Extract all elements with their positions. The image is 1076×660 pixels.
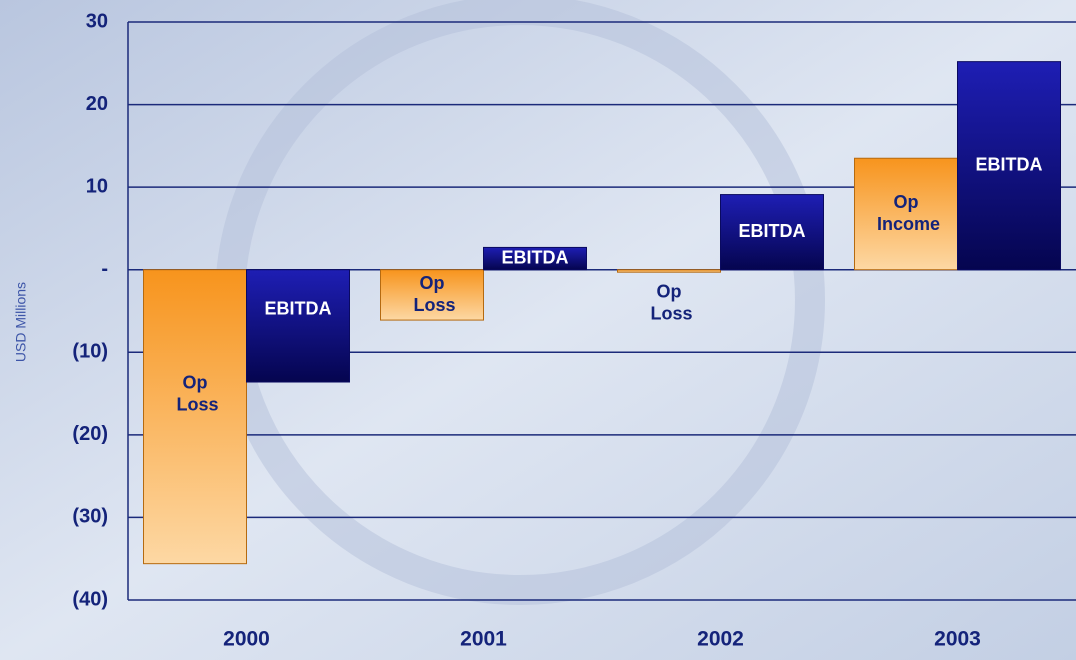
- x-tick-label: 2000: [223, 628, 270, 651]
- bar: [380, 269, 484, 321]
- y-tick-label: 20: [86, 93, 108, 115]
- bar-label: EBITDA: [265, 298, 332, 318]
- bar: [957, 61, 1061, 271]
- y-tick-label: (10): [72, 341, 108, 363]
- bar-label: Op Income: [872, 192, 940, 234]
- y-tick-label: 30: [86, 10, 108, 32]
- y-axis-label: USD Millions: [13, 282, 29, 362]
- bar-label: EBITDA: [976, 154, 1043, 174]
- bar: [143, 269, 247, 565]
- x-tick-label: 2001: [460, 628, 507, 651]
- x-tick-label: 2002: [697, 628, 744, 651]
- bar-label: EBITDA: [502, 247, 569, 267]
- bar: [720, 194, 824, 271]
- bar: [854, 157, 958, 271]
- bar-label: EBITDA: [739, 221, 806, 241]
- bar-label: Op Loss: [645, 281, 692, 323]
- bar-label: Op Loss: [408, 273, 455, 315]
- bar: [483, 246, 587, 271]
- x-tick-label: 2003: [934, 628, 981, 651]
- bar: [246, 269, 350, 383]
- bar-label: Op Loss: [171, 372, 218, 414]
- y-tick-label: (40): [72, 588, 108, 610]
- y-tick-label: 10: [86, 175, 108, 197]
- y-tick-label: -: [101, 258, 108, 280]
- y-tick-label: (20): [72, 423, 108, 445]
- y-tick-label: (30): [72, 506, 108, 528]
- bar: [617, 269, 721, 273]
